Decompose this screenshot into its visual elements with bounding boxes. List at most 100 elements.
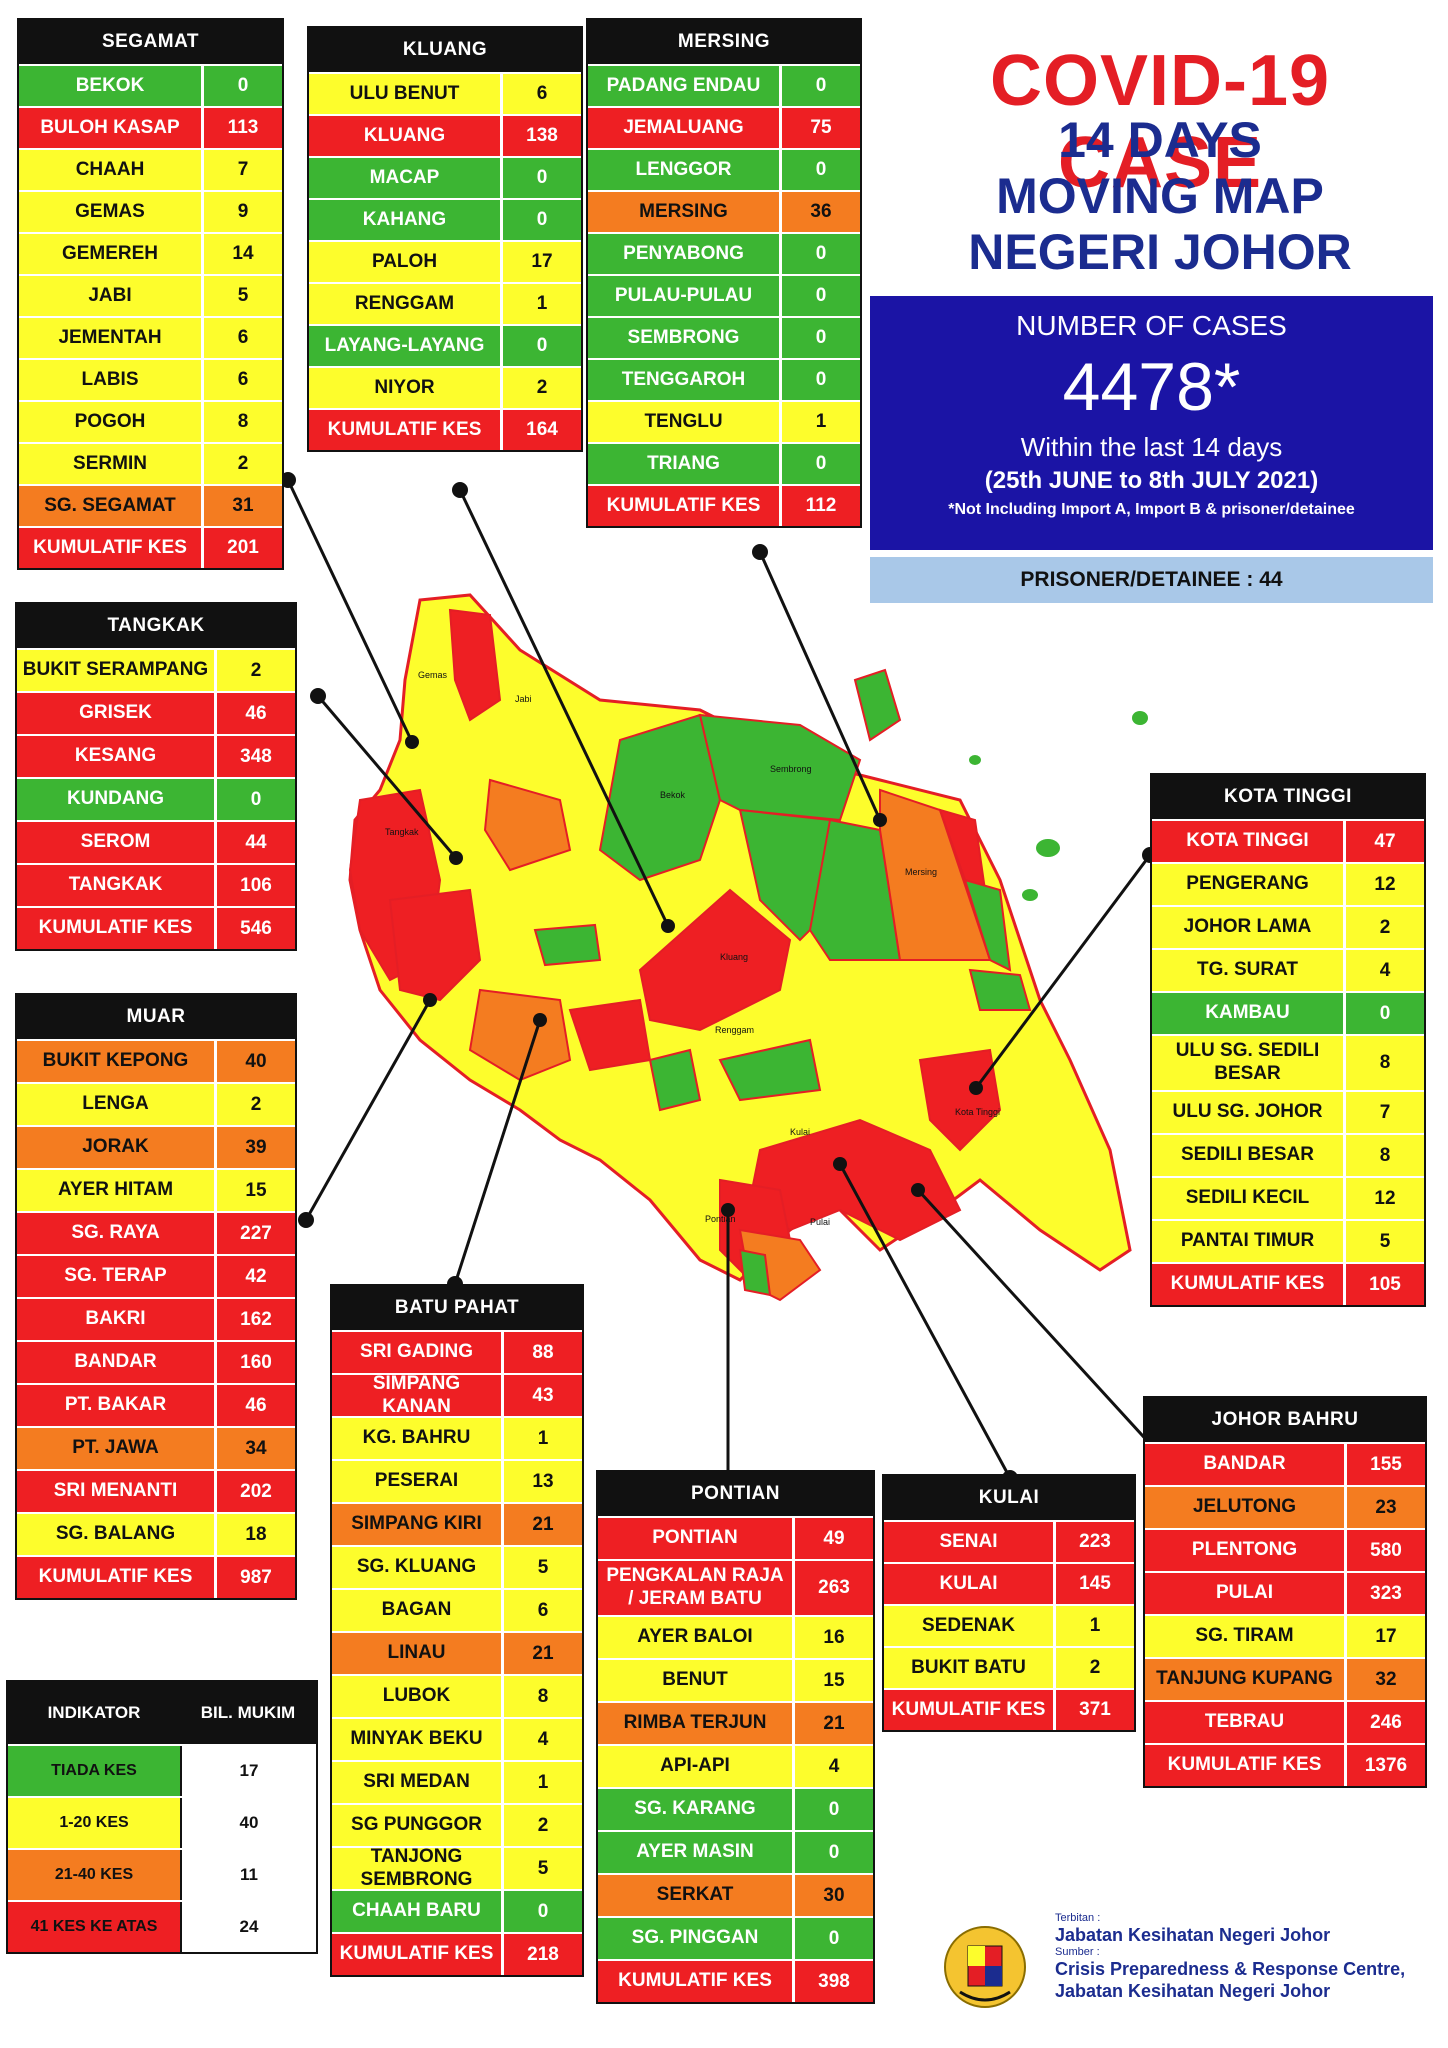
summary-dates: (25th JUNE to 8th JULY 2021) xyxy=(984,467,1319,494)
mukim-name: SG. KLUANG xyxy=(356,1556,477,1578)
mukim-case-count: 44 xyxy=(214,822,295,863)
mukim-case-count: 12 xyxy=(1343,864,1424,905)
mukim-name: BUKIT BATU xyxy=(911,1656,1026,1678)
mukim-name: KLUANG xyxy=(363,124,446,146)
mukim-row: TRIANG 0 xyxy=(588,442,860,484)
connector-kluang xyxy=(458,489,670,927)
mukim-name: GEMEREH xyxy=(61,242,159,264)
mukim-row: JABI 5 xyxy=(19,274,282,316)
mukim-row: SRI GADING 88 xyxy=(332,1330,582,1373)
footer-source-line-1: Crisis Preparedness & Response Centre, xyxy=(1055,1959,1406,1979)
table-segamat: SEGAMAT BEKOK 0 BULOH KASAP 113 CHAAH 7 GEMAS 9 G… xyxy=(17,18,284,570)
summary-total: 4478* xyxy=(1062,349,1241,425)
mukim-row: LENGA 2 xyxy=(17,1082,295,1125)
mukim-row: SEMBRONG 0 xyxy=(588,316,860,358)
mukim-name: KOTA TINGGI xyxy=(1186,830,1309,852)
mukim-name: RENGGAM xyxy=(354,292,455,314)
mukim-row: TENGGAROH 0 xyxy=(588,358,860,400)
mukim-name: LAYANG-LAYANG xyxy=(324,334,485,356)
mukim-row: SG. KARANG 0 xyxy=(598,1787,873,1830)
mukim-case-count: 0 xyxy=(1343,993,1424,1034)
mukim-case-count: 2 xyxy=(201,444,282,484)
mukim-name: KAMBAU xyxy=(1205,1002,1290,1024)
mukim-row: BUKIT KEPONG 40 xyxy=(17,1039,295,1082)
mukim-case-count: 9 xyxy=(201,192,282,232)
mukim-name: BULOH KASAP xyxy=(40,116,180,138)
mukim-row: JEMENTAH 6 xyxy=(19,316,282,358)
mukim-case-count: 223 xyxy=(1053,1522,1134,1562)
table-batu-pahat: BATU PAHAT SRI GADING 88 SIMPANG KANAN 43 KG.… xyxy=(330,1284,584,1977)
table-kota-tinggi: KOTA TINGGI KOTA TINGGI 47 PENGERANG 12 JOHOR… xyxy=(1150,773,1426,1307)
mukim-row: LENGGOR 0 xyxy=(588,148,860,190)
mukim-row: NIYOR 2 xyxy=(309,366,581,408)
mukim-name: SENAI xyxy=(939,1530,998,1552)
mukim-case-count: 14 xyxy=(201,234,282,274)
district-header: MUAR xyxy=(126,1006,186,1027)
mukim-case-count: 17 xyxy=(500,242,581,282)
legend-row: 21-40 KES 11 xyxy=(8,1848,316,1900)
mukim-case-count: 162 xyxy=(214,1299,295,1340)
mukim-row: PENGKALAN RAJA / JERAM BATU 263 xyxy=(598,1559,873,1615)
mukim-case-count: 0 xyxy=(792,1789,873,1830)
zone-lenggor xyxy=(808,818,902,961)
mukim-row: PENYABONG 0 xyxy=(588,232,860,274)
summary-box: NUMBER OF CASES 4478* Within the last 14… xyxy=(870,296,1433,550)
mukim-row: PANTAI TIMUR 5 xyxy=(1152,1219,1424,1262)
map-label-sembrong: Sembrong xyxy=(770,764,812,774)
mukim-row: CHAAH 7 xyxy=(19,148,282,190)
mukim-case-count: 75 xyxy=(779,108,860,148)
connector-tangkak xyxy=(316,695,458,859)
map-label-pontian: Pontian xyxy=(705,1214,736,1224)
mukim-name: LINAU xyxy=(387,1642,446,1664)
mukim-row: KESANG 348 xyxy=(17,734,295,777)
mukim-name: SERMIN xyxy=(73,452,147,474)
mukim-name: SERKAT xyxy=(656,1884,734,1906)
mukim-case-count: 0 xyxy=(779,66,860,106)
mukim-row: PENGERANG 12 xyxy=(1152,862,1424,905)
mukim-row: BEKOK 0 xyxy=(19,64,282,106)
mukim-name: KUMULATIF KES xyxy=(618,1970,772,1992)
mukim-case-count: 546 xyxy=(214,908,295,949)
mukim-name: BANDAR xyxy=(74,1351,157,1373)
mukim-name: KUMULATIF KES xyxy=(327,418,482,440)
mukim-case-count: 4 xyxy=(501,1719,582,1760)
mukim-case-count: 7 xyxy=(1343,1092,1424,1133)
mukim-name: KUNDANG xyxy=(66,788,165,810)
map-label-jabi: Jabi xyxy=(515,694,532,704)
mukim-name: BEKOK xyxy=(75,74,145,96)
zone-batu-pahat xyxy=(468,988,572,1082)
mukim-name: KG. BAHRU xyxy=(362,1427,471,1449)
mukim-row: LINAU 21 xyxy=(332,1631,582,1674)
mukim-row: MINYAK BEKU 4 xyxy=(332,1717,582,1760)
mukim-name: SIMPANG KANAN xyxy=(372,1372,461,1417)
zone-kambau xyxy=(968,968,1032,1011)
mukim-case-count: 263 xyxy=(792,1561,873,1615)
legend-row: TIADA KES 17 xyxy=(8,1744,316,1796)
mukim-name: API-API xyxy=(660,1755,730,1777)
mukim-row: KUNDANG 0 xyxy=(17,777,295,820)
mukim-case-count: 4 xyxy=(1343,950,1424,991)
mukim-case-count: 6 xyxy=(201,318,282,358)
mukim-name: KUMULATIF KES xyxy=(1170,1273,1325,1295)
mukim-case-count: 21 xyxy=(501,1633,582,1674)
mukim-case-count: 106 xyxy=(214,865,295,906)
mukim-case-count: 49 xyxy=(792,1518,873,1559)
mukim-name: TANJUNG KUPANG xyxy=(1156,1668,1333,1690)
mukim-row: JOHOR LAMA 2 xyxy=(1152,905,1424,948)
mukim-name: TG. SURAT xyxy=(1197,959,1298,981)
mukim-case-count: 201 xyxy=(201,528,282,568)
district-header: JOHOR BAHRU xyxy=(1211,1409,1359,1430)
mukim-name: POGOH xyxy=(74,410,146,432)
subtitle-line-3: NEGERI JOHOR xyxy=(968,224,1352,280)
map-label-pulai: Pulai xyxy=(810,1217,830,1227)
mukim-name: KUMULATIF KES xyxy=(339,1943,494,1965)
mukim-row: PULAI 323 xyxy=(1145,1571,1425,1614)
legend-row: 41 KES KE ATAS 24 xyxy=(8,1900,316,1952)
mukim-name: SG. TERAP xyxy=(64,1265,167,1287)
mukim-row: JELUTONG 23 xyxy=(1145,1485,1425,1528)
legend-label: TIADA KES xyxy=(8,1746,180,1796)
mukim-row: GEMAS 9 xyxy=(19,190,282,232)
mukim-row: BULOH KASAP 113 xyxy=(19,106,282,148)
mukim-case-count: 0 xyxy=(501,1891,582,1932)
mukim-name: NIYOR xyxy=(374,376,435,398)
